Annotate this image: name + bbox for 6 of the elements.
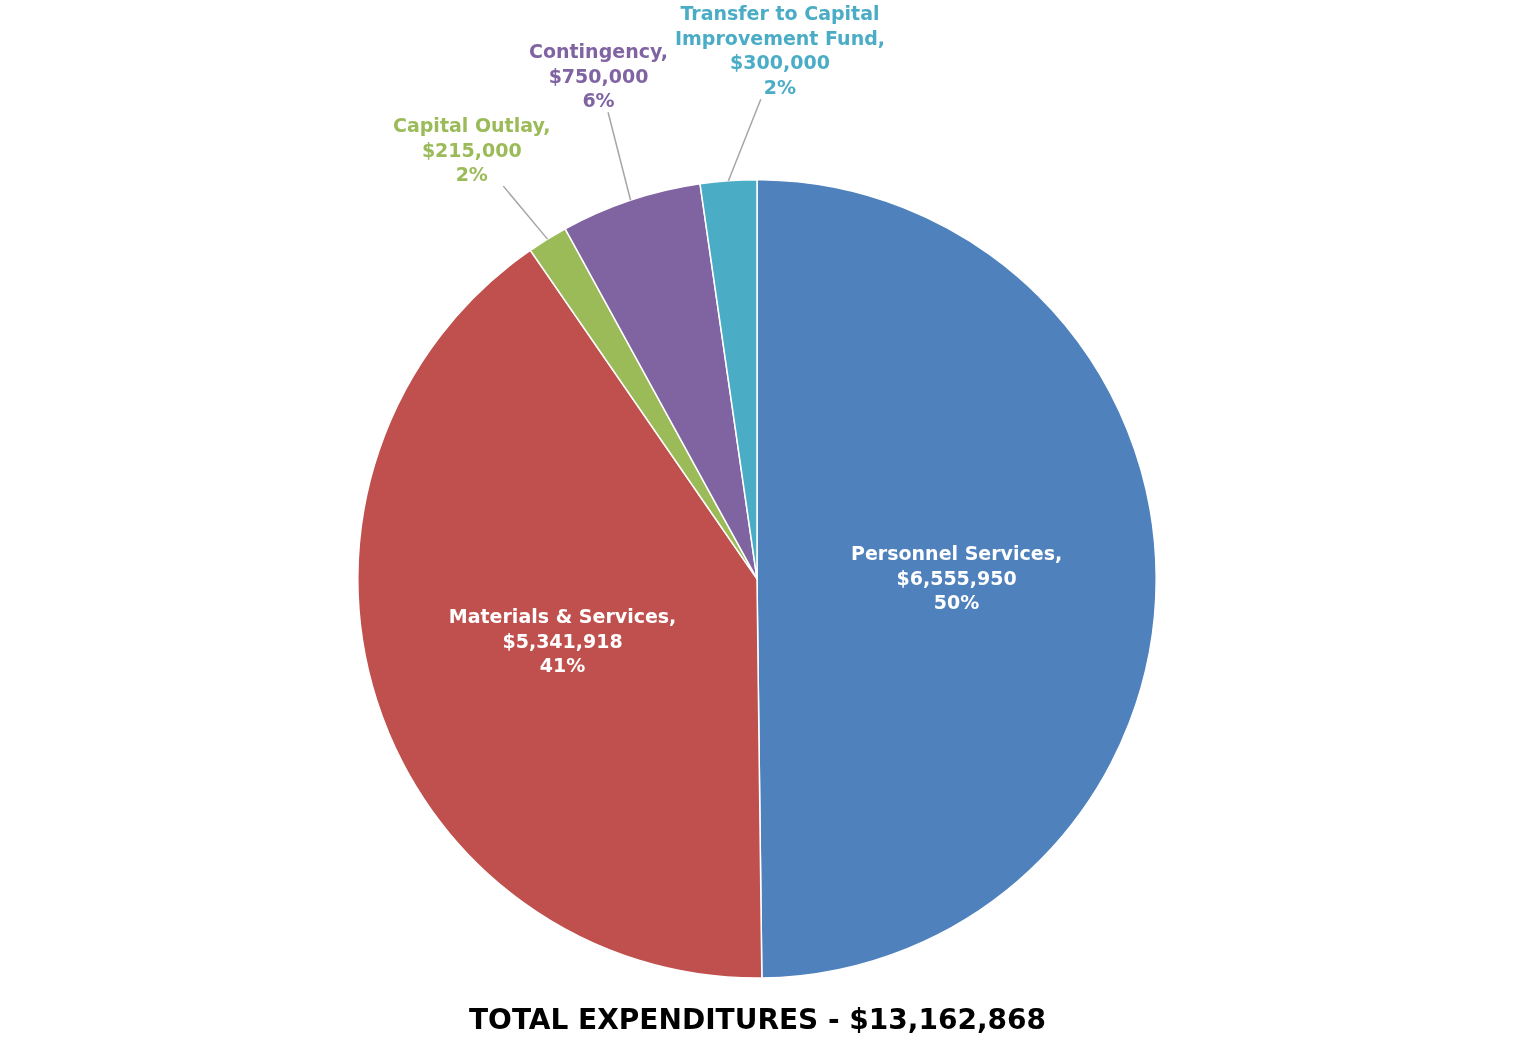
text: TOTAL EXPENDITURES - $13,162,868 [469,1003,1046,1036]
slice-label: Transfer to Capital Improvement Fund, $300,000 2% [675,2,885,99]
slice-label: Materials & Services, $5,341,918 41% [448,605,677,677]
slice-label: Personnel Services, $6,555,950 50% [851,542,1063,614]
slice-label: Contingency, $750,000 6% [529,40,669,112]
slice-label: Capital Outlay, $215,000 2% [393,114,551,186]
